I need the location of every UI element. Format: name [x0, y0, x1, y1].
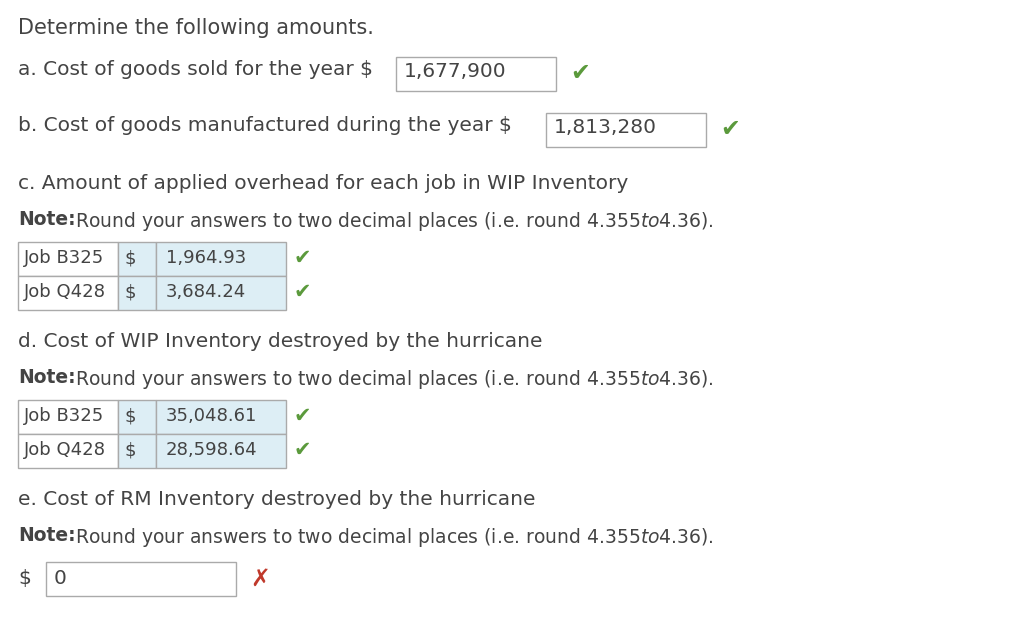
Bar [18, 276, 118, 310]
Bar [546, 113, 706, 147]
Text: $: $ [124, 249, 135, 267]
Bar [46, 562, 236, 596]
Text: Note:: Note: [18, 210, 76, 229]
Bar [156, 400, 286, 434]
Text: 1,964.93: 1,964.93 [166, 249, 246, 267]
Text: 3,684.24: 3,684.24 [166, 283, 246, 301]
Text: Job B325: Job B325 [24, 249, 104, 267]
Bar [156, 242, 286, 276]
Text: ✔: ✔ [294, 248, 311, 268]
Text: 35,048.61: 35,048.61 [166, 407, 257, 425]
Bar [118, 242, 156, 276]
Bar [18, 434, 118, 468]
Text: b. Cost of goods manufactured during the year $: b. Cost of goods manufactured during the… [18, 116, 512, 135]
Text: ✔: ✔ [720, 117, 739, 141]
Text: 28,598.64: 28,598.64 [166, 441, 258, 459]
Text: $: $ [18, 569, 31, 588]
Text: Job Q428: Job Q428 [24, 441, 106, 459]
Text: Round your answers to two decimal places (i.e. round $4.355 to $4.36).: Round your answers to two decimal places… [75, 526, 714, 549]
Text: e. Cost of RM Inventory destroyed by the hurricane: e. Cost of RM Inventory destroyed by the… [18, 490, 536, 509]
Bar [118, 400, 156, 434]
Text: $: $ [124, 283, 135, 301]
Text: Note:: Note: [18, 526, 76, 545]
Text: Job Q428: Job Q428 [24, 283, 106, 301]
Text: Note:: Note: [18, 368, 76, 387]
Bar [156, 434, 286, 468]
Bar [118, 434, 156, 468]
Bar [396, 57, 556, 91]
Text: $: $ [124, 407, 135, 425]
Text: ✗: ✗ [250, 567, 269, 591]
Bar [18, 400, 118, 434]
Text: d. Cost of WIP Inventory destroyed by the hurricane: d. Cost of WIP Inventory destroyed by th… [18, 332, 543, 351]
Text: 0: 0 [54, 569, 67, 588]
Text: Round your answers to two decimal places (i.e. round $4.355 to $4.36).: Round your answers to two decimal places… [75, 368, 714, 391]
Text: a. Cost of goods sold for the year $: a. Cost of goods sold for the year $ [18, 60, 373, 79]
Text: Job B325: Job B325 [24, 407, 104, 425]
Text: ✔: ✔ [294, 406, 311, 426]
Text: 1,677,900: 1,677,900 [404, 62, 507, 81]
Bar [118, 276, 156, 310]
Text: ✔: ✔ [294, 282, 311, 302]
Text: ✔: ✔ [294, 440, 311, 460]
Text: $: $ [124, 441, 135, 459]
Text: Determine the following amounts.: Determine the following amounts. [18, 18, 374, 38]
Bar [156, 276, 286, 310]
Bar [18, 242, 118, 276]
Text: Round your answers to two decimal places (i.e. round $4.355 to $4.36).: Round your answers to two decimal places… [75, 210, 714, 233]
Text: 1,813,280: 1,813,280 [554, 118, 657, 137]
Text: c. Amount of applied overhead for each job in WIP Inventory: c. Amount of applied overhead for each j… [18, 174, 629, 193]
Text: ✔: ✔ [570, 61, 590, 85]
